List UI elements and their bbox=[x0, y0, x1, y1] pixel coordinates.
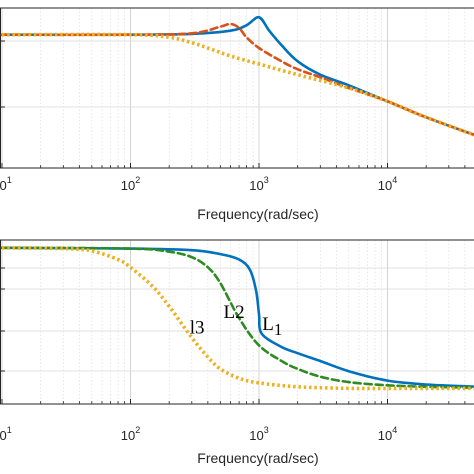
curve-label: l3 bbox=[190, 318, 205, 339]
phase-plot: 101 102 103 104 Frequency(rad/sec) l3 L2 L1 bbox=[0, 239, 474, 466]
x-tick-label: 101 bbox=[0, 425, 12, 443]
x-tick-label: 103 bbox=[249, 425, 268, 443]
x-tick-label: 104 bbox=[378, 175, 397, 193]
x-tick-label: 104 bbox=[378, 425, 397, 443]
grid bbox=[0, 8, 474, 168]
curve-label: L2 bbox=[224, 302, 245, 323]
x-tick-label: 102 bbox=[121, 425, 140, 443]
series-line-2 bbox=[0, 246, 474, 389]
series-line-3 bbox=[1, 32, 474, 137]
series-line-1 bbox=[0, 246, 474, 388]
x-tick-label: 101 bbox=[0, 175, 12, 193]
curve-label: L1 bbox=[262, 314, 282, 339]
x-tick-label: 103 bbox=[249, 175, 268, 193]
x-axis-label: Frequency(rad/sec) bbox=[197, 450, 318, 466]
x-tick-label: 102 bbox=[121, 175, 140, 193]
x-axis-label: Frequency(rad/sec) bbox=[197, 206, 318, 222]
plot-area bbox=[0, 8, 474, 168]
magnitude-plot: 101 102 103 104 Frequency(rad/sec) bbox=[0, 7, 474, 222]
series-line-2 bbox=[0, 22, 474, 137]
grid bbox=[0, 240, 474, 404]
